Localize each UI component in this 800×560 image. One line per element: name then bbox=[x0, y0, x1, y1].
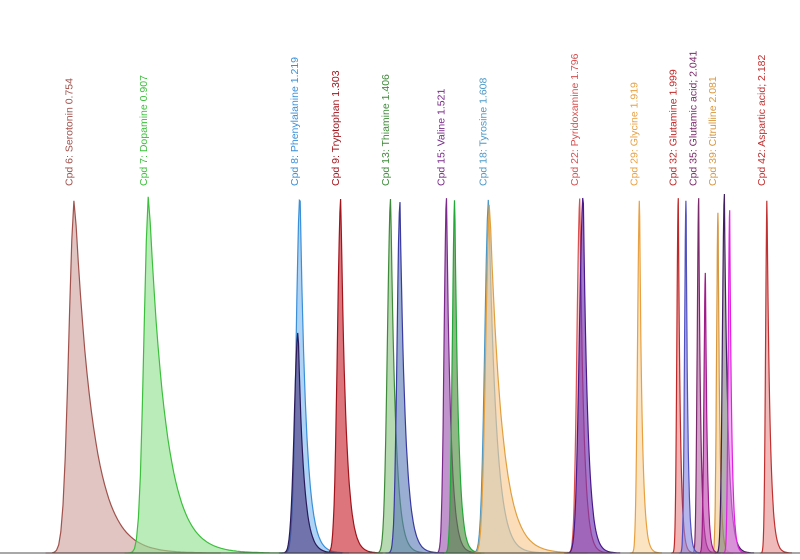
peak-0 bbox=[45, 200, 221, 554]
peak-label-0: Cpd 6: Serotonin 0.754 bbox=[64, 78, 76, 186]
peak-label-3: Cpd 9: Tryptophan 1.303 bbox=[330, 70, 342, 186]
peak-label-7: Cpd 22: Pyridoxamine 1.796 bbox=[569, 53, 581, 186]
peak-label-11: Cpd 39: Citrulline 2.081 bbox=[707, 76, 719, 186]
peak-label-9: Cpd 32: Glutamine 1.999 bbox=[667, 69, 679, 186]
peak-18 bbox=[678, 200, 702, 554]
peak-label-1: Cpd 7: Dopamine 0.907 bbox=[138, 75, 150, 186]
peak-1 bbox=[124, 196, 283, 554]
peak-label-8: Cpd 29: Glycine 1.919 bbox=[629, 82, 641, 186]
peak-label-6: Cpd 18: Tyrosine 1.608 bbox=[478, 77, 490, 186]
peak-14 bbox=[385, 202, 445, 554]
peak-17 bbox=[563, 197, 621, 554]
peak-12 bbox=[759, 200, 792, 554]
peak-21 bbox=[722, 210, 748, 554]
peak-16 bbox=[470, 204, 588, 554]
peak-labels-layer: Cpd 6: Serotonin 0.754 Cpd 7: Dopamine 0.… bbox=[64, 50, 768, 186]
peaks-layer bbox=[45, 193, 792, 554]
peak-label-10: Cpd 35: Glutamic acid; 2.041 bbox=[688, 50, 700, 186]
peak-label-12: Cpd 42: Aspartic acid; 2.182 bbox=[756, 55, 768, 186]
peak-8 bbox=[629, 200, 662, 554]
peak-label-2: Cpd 8: Phenylalanine 1.219 bbox=[289, 57, 301, 186]
peak-label-5: Cpd 15: Valine 1.521 bbox=[436, 89, 448, 186]
peak-label-4: Cpd 13: Thiamine 1.406 bbox=[380, 74, 392, 186]
peak-3 bbox=[323, 198, 383, 554]
